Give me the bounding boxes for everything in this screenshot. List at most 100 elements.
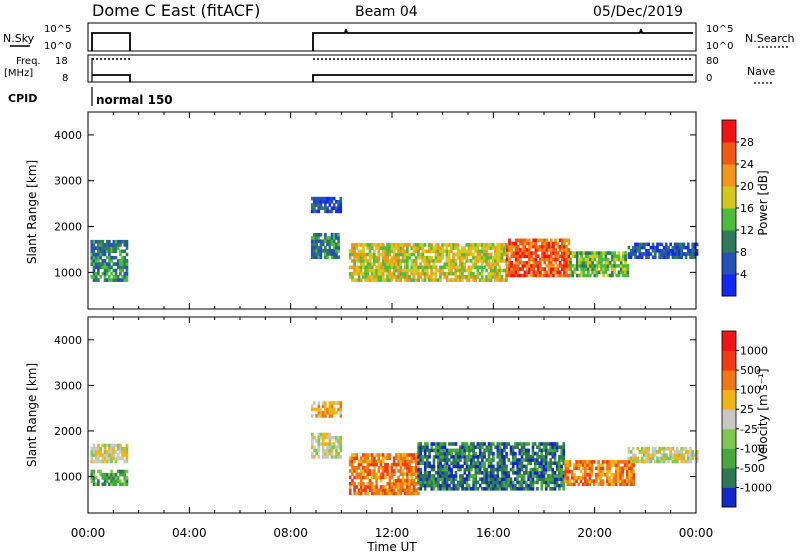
range-cell xyxy=(547,480,550,485)
range-cell xyxy=(101,482,105,487)
range-cell xyxy=(601,479,605,483)
range-cell xyxy=(439,455,442,459)
range-cell xyxy=(375,478,378,483)
range-cell xyxy=(487,259,491,263)
range-cell xyxy=(335,435,338,440)
range-cell xyxy=(669,450,672,454)
range-cell xyxy=(110,479,113,483)
range-cell xyxy=(567,241,571,246)
range-cell xyxy=(417,246,420,250)
range-cell xyxy=(408,278,411,282)
range-cell xyxy=(541,241,544,246)
range-cell xyxy=(625,472,629,477)
range-cell xyxy=(417,487,420,491)
range-cell xyxy=(461,464,464,469)
range-cell xyxy=(534,254,538,259)
range-cell xyxy=(656,456,659,461)
range-cell xyxy=(514,273,518,278)
range-cell xyxy=(92,443,96,448)
range-cell xyxy=(125,443,129,448)
range-cell xyxy=(432,455,436,459)
range-cell xyxy=(573,254,577,259)
range-cell xyxy=(432,464,436,469)
range-cell xyxy=(461,483,464,488)
range-cell xyxy=(624,257,627,262)
range-cell xyxy=(506,267,509,271)
y-tick-label: 4000 xyxy=(54,334,82,347)
range-cell xyxy=(317,200,321,204)
range-cell xyxy=(517,264,520,268)
range-cell xyxy=(500,255,504,260)
range-cell xyxy=(542,467,546,472)
range-cell xyxy=(654,252,657,256)
range-cell xyxy=(110,443,113,448)
range-cell xyxy=(476,464,480,469)
range-cell xyxy=(123,271,127,276)
range-cell xyxy=(428,451,431,456)
range-cell xyxy=(586,254,590,259)
range-cell xyxy=(472,275,475,279)
range-cell xyxy=(408,491,411,496)
range-cell xyxy=(410,265,414,270)
range-cell xyxy=(441,445,445,449)
range-cell xyxy=(507,477,511,481)
range-cell xyxy=(397,259,400,263)
range-cell xyxy=(112,275,116,279)
range-cell xyxy=(430,249,433,254)
range-cell xyxy=(412,469,416,473)
range-cell xyxy=(638,252,642,256)
range-cell xyxy=(505,487,508,491)
range-cell xyxy=(536,273,540,278)
range-cell xyxy=(478,243,482,247)
range-cell xyxy=(483,249,486,254)
range-cell xyxy=(423,445,427,449)
range-cell xyxy=(379,491,383,496)
range-cell xyxy=(452,487,456,491)
range-cell xyxy=(615,257,619,262)
range-cell xyxy=(423,442,427,446)
range-cell xyxy=(472,483,475,488)
range-cell xyxy=(536,455,539,459)
range-cell xyxy=(610,463,614,467)
range-cell xyxy=(678,252,681,256)
range-cell xyxy=(319,252,323,256)
range-cell xyxy=(575,254,579,259)
range-cell xyxy=(381,472,385,476)
range-cell xyxy=(434,480,438,485)
range-cell xyxy=(317,249,321,253)
range-cell xyxy=(579,469,583,474)
range-cell xyxy=(428,255,431,260)
range-cell xyxy=(439,458,442,462)
range-cell xyxy=(351,456,354,460)
range-cell xyxy=(321,455,325,459)
range-cell xyxy=(505,474,508,478)
range-cell xyxy=(335,242,338,247)
range-cell xyxy=(330,255,334,259)
range-cell xyxy=(520,474,524,478)
range-cell xyxy=(450,259,453,263)
range-cell xyxy=(613,254,616,259)
range-cell xyxy=(562,471,566,475)
range-cell xyxy=(434,471,438,475)
range-cell xyxy=(656,242,659,247)
range-cell xyxy=(463,467,467,472)
range-cell xyxy=(125,252,129,257)
range-cell xyxy=(634,456,637,461)
nsky-tick-bottom: 10^0 xyxy=(44,41,71,52)
range-cell xyxy=(629,456,633,461)
range-cell xyxy=(542,471,546,475)
range-cell xyxy=(313,242,316,247)
range-cell xyxy=(319,200,323,204)
range-cell xyxy=(601,472,605,477)
range-cell xyxy=(355,469,359,473)
range-cell xyxy=(315,239,318,243)
range-cell xyxy=(500,448,504,453)
colorbar-tick-label: 500 xyxy=(740,364,761,377)
range-cell xyxy=(551,480,555,485)
range-cell xyxy=(682,456,686,461)
range-cell xyxy=(606,466,609,471)
range-cell xyxy=(520,442,524,446)
range-cell xyxy=(467,487,471,491)
range-cell xyxy=(395,278,398,282)
